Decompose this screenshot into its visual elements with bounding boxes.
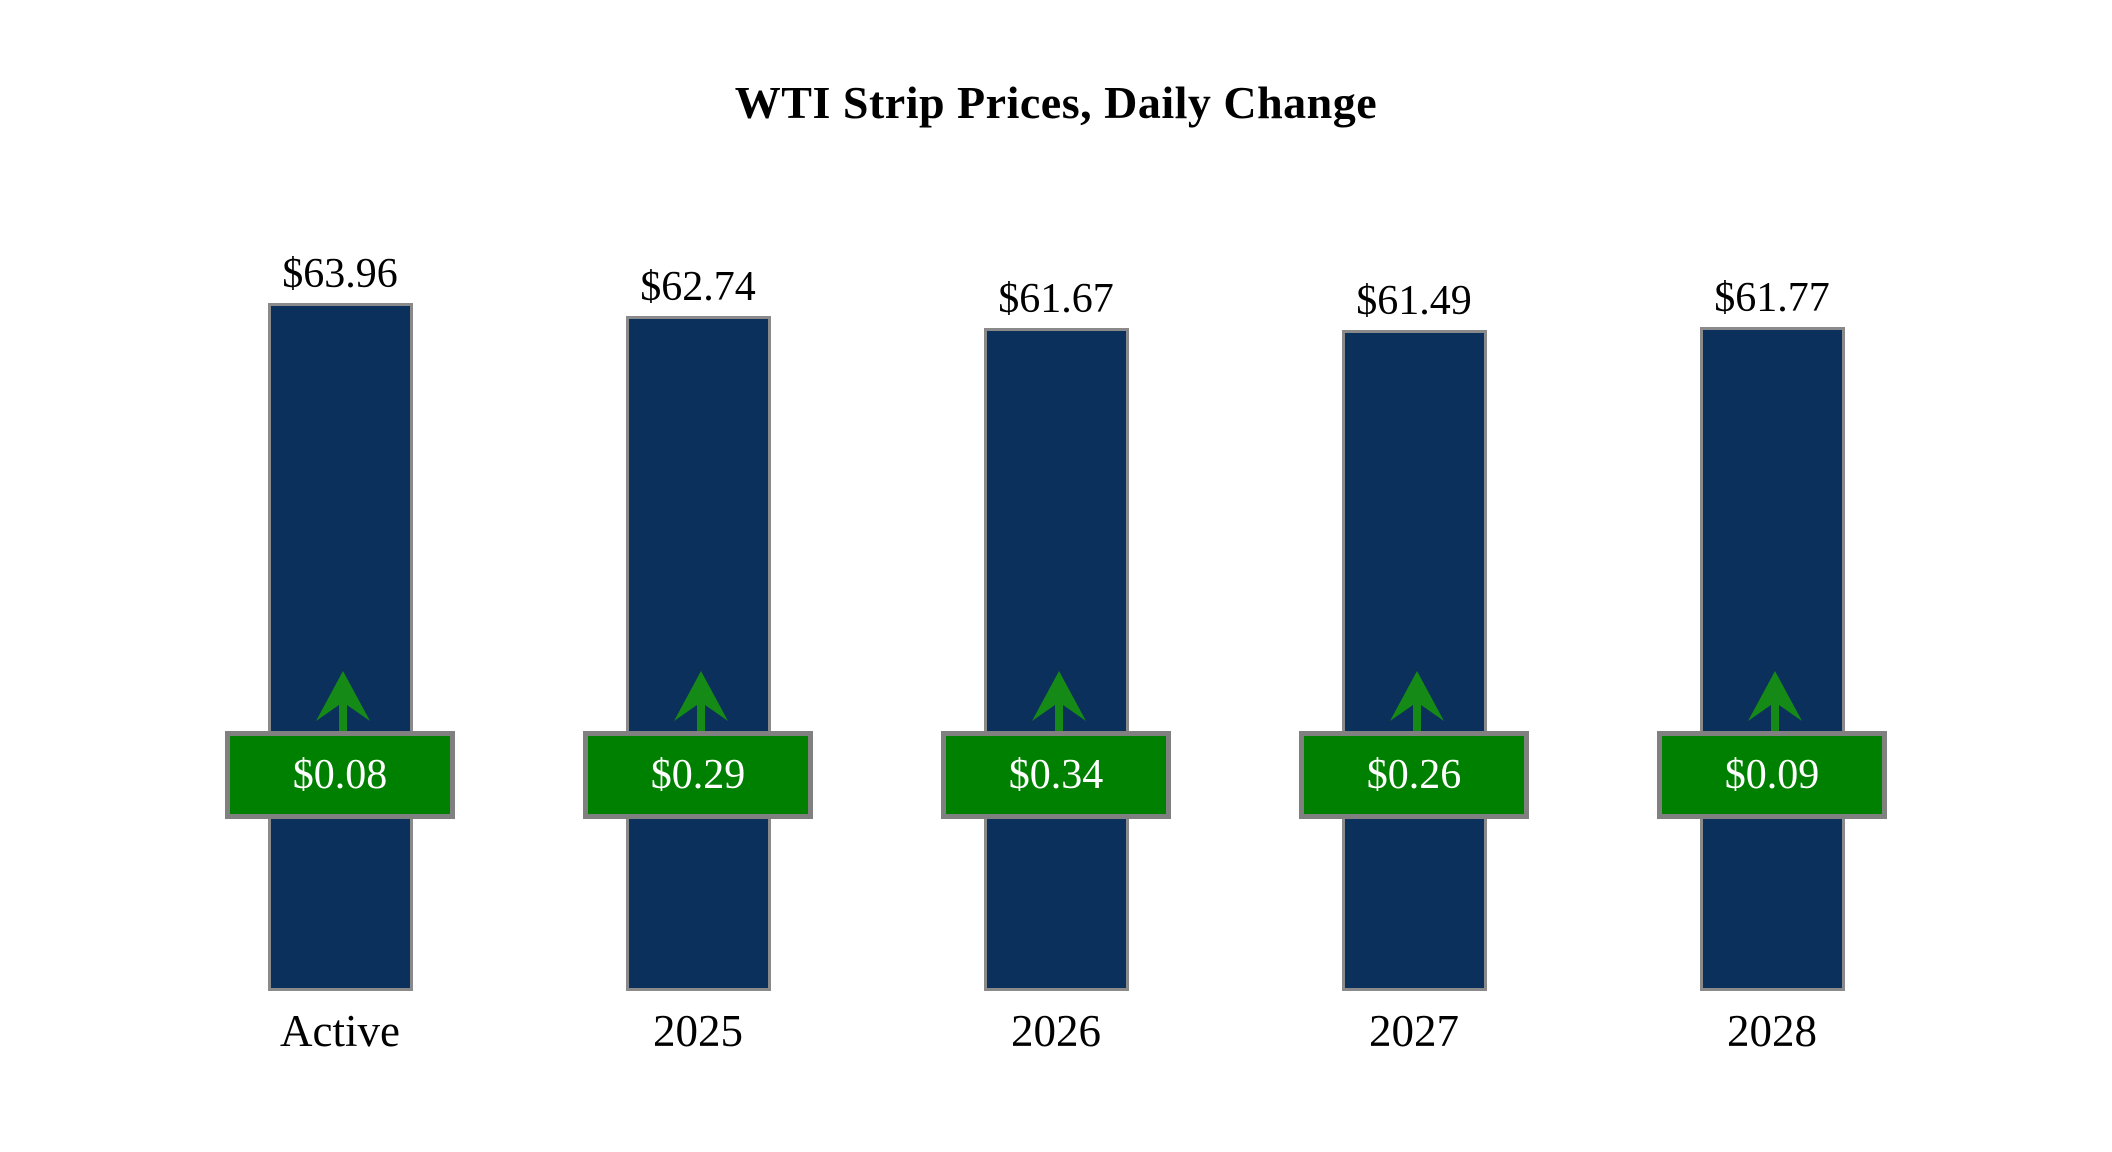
- daily-change-badge: $0.08: [225, 731, 455, 819]
- chart-title: WTI Strip Prices, Daily Change: [734, 77, 1378, 128]
- daily-change-badge: $0.34: [941, 731, 1171, 819]
- strip-price-label: $62.74: [640, 264, 756, 310]
- up-arrow-icon: [674, 671, 728, 733]
- strip-price-label: $61.67: [998, 276, 1114, 322]
- up-arrow-icon: [1390, 671, 1444, 733]
- price-bar: [267, 303, 413, 991]
- daily-change-badge: $0.09: [1657, 731, 1887, 819]
- up-arrow-icon: [1032, 671, 1086, 733]
- price-bar: [1699, 327, 1845, 991]
- strip-price-label: $61.77: [1714, 275, 1830, 321]
- daily-change-badge: $0.29: [583, 731, 813, 819]
- strip-price-label: $63.96: [282, 251, 398, 297]
- up-arrow-icon: [316, 671, 370, 733]
- category-label: 2027: [1369, 1006, 1459, 1056]
- category-label: 2026: [1011, 1006, 1101, 1056]
- price-bar: [625, 316, 771, 991]
- price-bar: [983, 328, 1129, 991]
- price-bar: [1341, 330, 1487, 991]
- daily-change-badge: $0.26: [1299, 731, 1529, 819]
- category-label: 2028: [1727, 1006, 1817, 1056]
- category-label: 2025: [653, 1006, 743, 1056]
- category-label: Active: [280, 1006, 400, 1056]
- strip-price-label: $61.49: [1356, 278, 1472, 324]
- up-arrow-icon: [1748, 671, 1802, 733]
